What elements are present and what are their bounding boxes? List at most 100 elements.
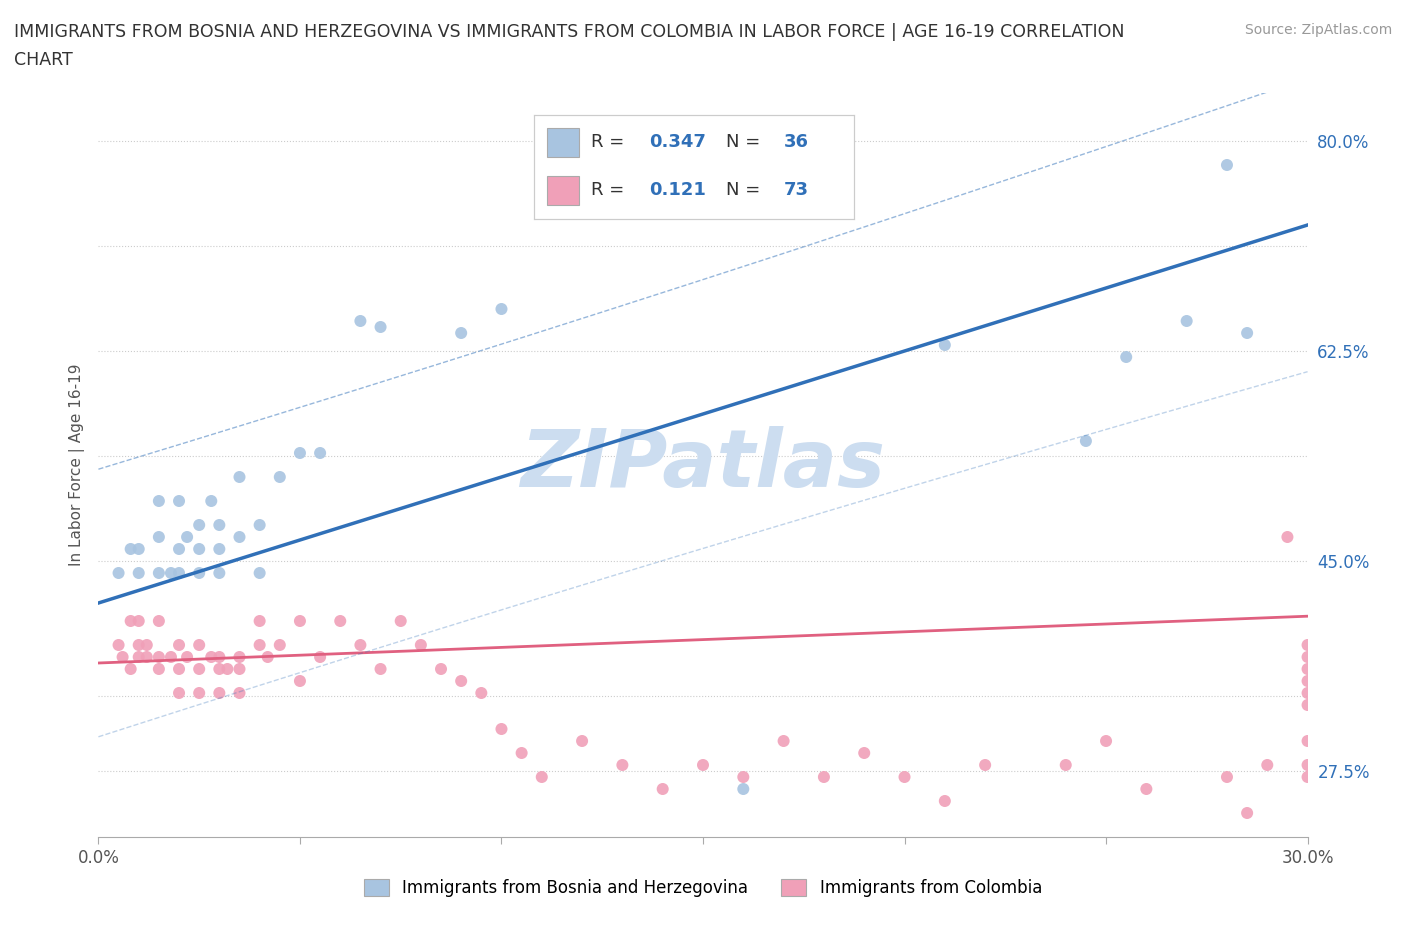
Point xyxy=(1296,638,1319,653)
Point xyxy=(309,445,332,460)
Point xyxy=(200,649,222,664)
Point xyxy=(176,529,198,544)
Point xyxy=(256,649,278,664)
Point xyxy=(1296,673,1319,688)
Point xyxy=(167,494,190,509)
Point xyxy=(288,673,311,688)
Point xyxy=(1095,734,1118,749)
Point xyxy=(1296,649,1319,664)
Point xyxy=(510,746,533,761)
Point xyxy=(120,614,142,629)
Point xyxy=(1277,529,1299,544)
Point xyxy=(176,649,198,664)
Point xyxy=(288,614,311,629)
Point xyxy=(1216,769,1239,784)
Point xyxy=(349,313,371,328)
Point xyxy=(249,638,271,653)
Point xyxy=(1256,758,1278,773)
Point xyxy=(167,638,190,653)
Point xyxy=(934,793,956,808)
Point xyxy=(409,638,432,653)
Text: CHART: CHART xyxy=(14,51,73,69)
Point xyxy=(188,541,211,556)
Point xyxy=(120,541,142,556)
Point xyxy=(389,614,412,629)
Point xyxy=(1236,326,1258,340)
Point xyxy=(208,661,231,676)
Point xyxy=(813,769,835,784)
Point xyxy=(1115,350,1137,365)
Point xyxy=(208,565,231,580)
Point xyxy=(208,541,231,556)
Point xyxy=(1296,758,1319,773)
Point xyxy=(208,518,231,533)
Point xyxy=(200,494,222,509)
Point xyxy=(228,685,250,700)
Point xyxy=(188,638,211,653)
Point xyxy=(450,673,472,688)
Point xyxy=(148,649,170,664)
Point xyxy=(208,649,231,664)
Point xyxy=(188,518,211,533)
Point xyxy=(1074,433,1097,448)
Point xyxy=(934,338,956,352)
Point xyxy=(167,565,190,580)
Point xyxy=(269,470,291,485)
Point xyxy=(349,638,371,653)
Point xyxy=(1054,758,1077,773)
Legend: Immigrants from Bosnia and Herzegovina, Immigrants from Colombia: Immigrants from Bosnia and Herzegovina, … xyxy=(357,872,1049,904)
Point xyxy=(148,614,170,629)
Point xyxy=(974,758,997,773)
Point xyxy=(160,649,183,664)
Point xyxy=(530,769,553,784)
Point xyxy=(148,529,170,544)
Point xyxy=(1175,313,1198,328)
Point xyxy=(1296,734,1319,749)
Text: Source: ZipAtlas.com: Source: ZipAtlas.com xyxy=(1244,23,1392,37)
Point xyxy=(1296,698,1319,712)
Point xyxy=(107,565,129,580)
Point xyxy=(733,769,755,784)
Point xyxy=(1216,157,1239,172)
Point xyxy=(772,734,794,749)
Point xyxy=(167,541,190,556)
Point xyxy=(370,661,392,676)
Point xyxy=(135,638,157,653)
Point xyxy=(370,320,392,335)
Point xyxy=(160,565,183,580)
Point xyxy=(692,758,714,773)
Point xyxy=(450,326,472,340)
Point xyxy=(249,565,271,580)
Point xyxy=(733,781,755,796)
Point xyxy=(228,649,250,664)
Point xyxy=(128,565,150,580)
Point xyxy=(188,661,211,676)
Point xyxy=(217,661,239,676)
Point xyxy=(128,649,150,664)
Point xyxy=(288,445,311,460)
Point xyxy=(148,565,170,580)
Point xyxy=(135,649,157,664)
Point xyxy=(249,614,271,629)
Point xyxy=(571,734,593,749)
Point xyxy=(128,614,150,629)
Point xyxy=(228,529,250,544)
Point xyxy=(188,685,211,700)
Point xyxy=(148,494,170,509)
Text: IMMIGRANTS FROM BOSNIA AND HERZEGOVINA VS IMMIGRANTS FROM COLOMBIA IN LABOR FORC: IMMIGRANTS FROM BOSNIA AND HERZEGOVINA V… xyxy=(14,23,1125,41)
Point xyxy=(1296,685,1319,700)
Point xyxy=(167,661,190,676)
Point xyxy=(651,781,673,796)
Point xyxy=(329,614,352,629)
Point xyxy=(491,301,513,316)
Point xyxy=(111,649,134,664)
Point xyxy=(491,722,513,737)
Point xyxy=(893,769,915,784)
Point xyxy=(249,518,271,533)
Point xyxy=(1135,781,1157,796)
Point xyxy=(167,685,190,700)
Point xyxy=(612,758,634,773)
Point xyxy=(208,685,231,700)
Point xyxy=(228,470,250,485)
Point xyxy=(853,746,876,761)
